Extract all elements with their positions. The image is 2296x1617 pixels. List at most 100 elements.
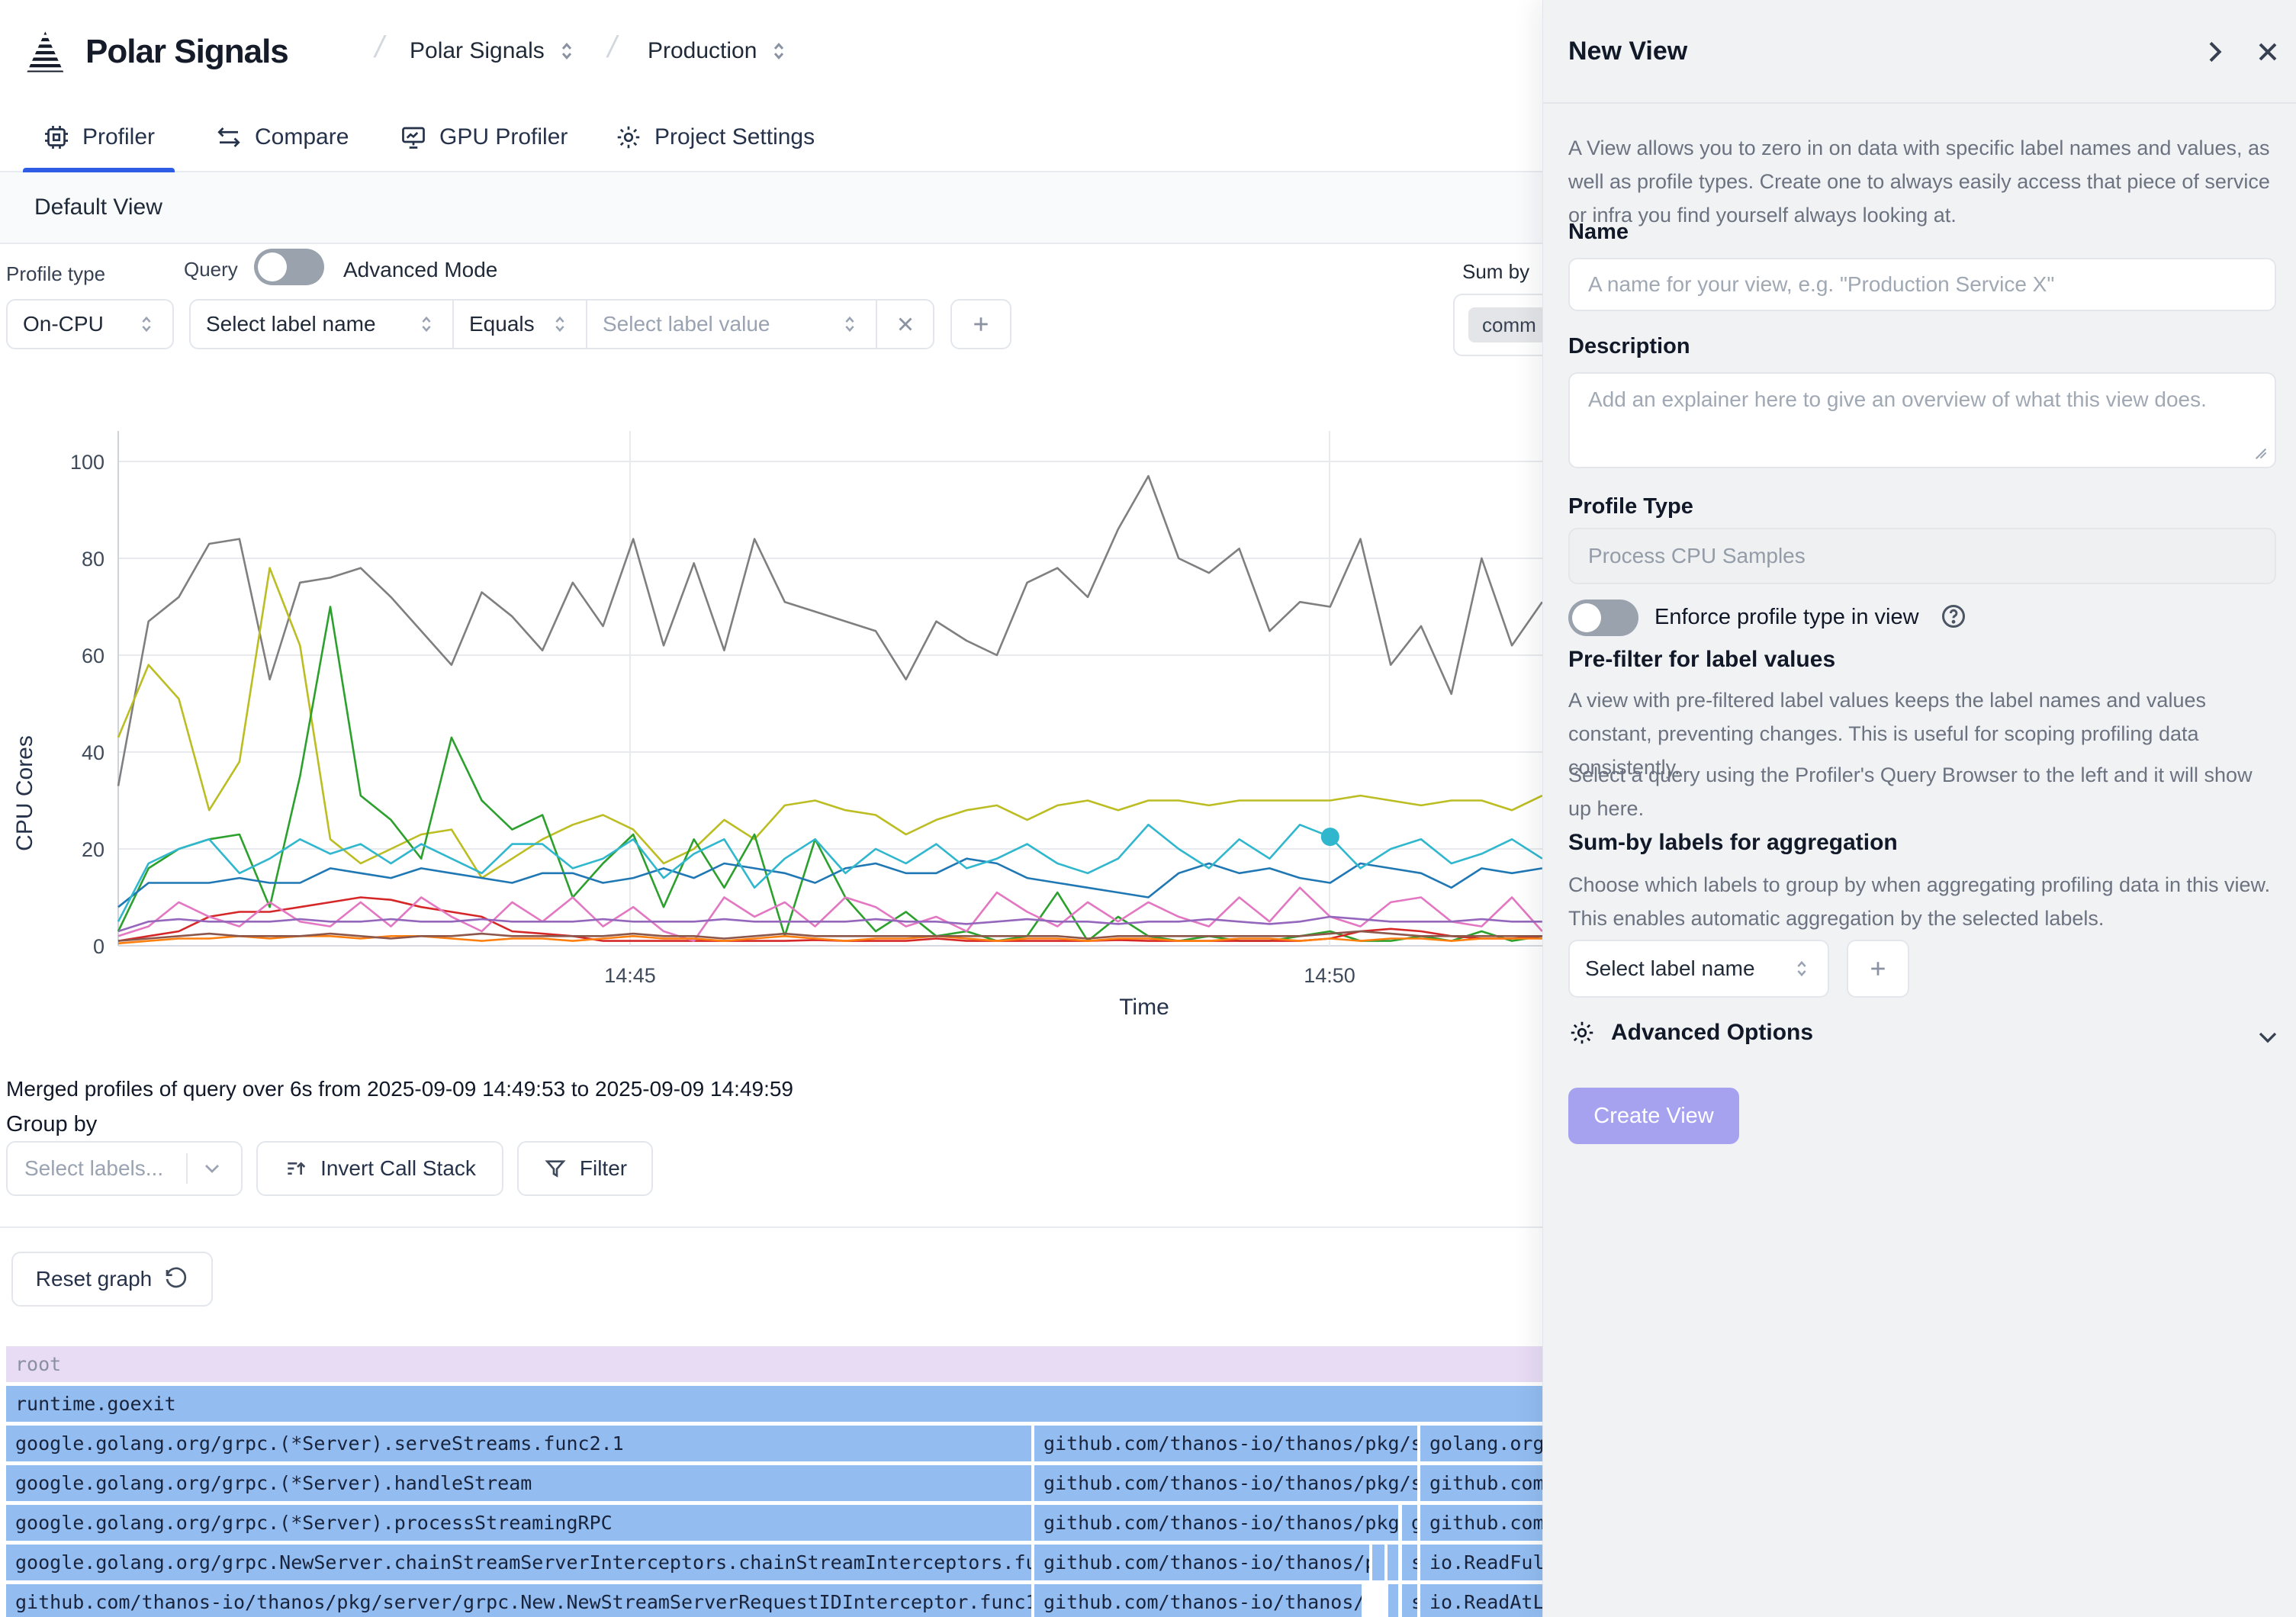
profile-type-select[interactable]: On-CPU	[6, 299, 174, 349]
flame-cell[interactable]: google.golang.org/grpc.(*Server).handleS…	[6, 1465, 1031, 1501]
name-label: Name	[1568, 220, 1629, 245]
breadcrumb-project-selector[interactable]: Production	[648, 38, 790, 64]
view-selector-bar[interactable]: Default View	[0, 172, 1542, 244]
flame-cell[interactable]: github.com/thanos-io/thanos/pkg/server/g…	[6, 1584, 1031, 1617]
svg-text:14:50: 14:50	[1304, 964, 1355, 987]
prefilter-heading: Pre-filter for label values	[1568, 647, 1835, 673]
flame-cell[interactable]	[1388, 1584, 1398, 1617]
chevron-updown-icon	[1791, 958, 1812, 979]
current-view-label: Default View	[34, 194, 162, 220]
top-bar: Polar Signals / Polar Signals / Producti…	[0, 0, 1542, 104]
flame-cell[interactable]: github.com/	[1420, 1505, 1542, 1541]
profile-type-value: On-CPU	[23, 312, 104, 336]
help-icon[interactable]	[1940, 603, 1967, 630]
view-name-input[interactable]	[1568, 258, 2276, 311]
flame-cell[interactable]: golang.org/	[1420, 1426, 1542, 1461]
panel-header: New View	[1543, 0, 2296, 104]
sum-by-label: Sum by	[1462, 260, 1529, 284]
flame-cell[interactable]: github.com/thanos-io/thanos/p	[1034, 1584, 1362, 1617]
flame-cell[interactable]: io.ReadFull	[1420, 1545, 1542, 1580]
flame-cell[interactable]: github.com/thanos-io/thanos/pkg/	[1034, 1505, 1398, 1541]
flame-row: root	[0, 1346, 1542, 1382]
filter-label: Filter	[580, 1156, 627, 1181]
flame-cell[interactable]: github.com/thanos-io/thanos/p	[1034, 1545, 1369, 1580]
series-gray	[118, 476, 1542, 786]
flame-cell[interactable]: s	[1402, 1584, 1417, 1617]
advanced-options-toggle[interactable]: Advanced Options	[1568, 1019, 1813, 1046]
resize-grip[interactable]	[2253, 445, 2269, 462]
chevron-updown-icon	[416, 313, 437, 335]
highlighted-point[interactable]	[1321, 828, 1339, 846]
series-green	[118, 607, 1542, 941]
prefilter-paragraph-2: Select a query using the Profiler's Quer…	[1568, 758, 2274, 825]
breadcrumb-org-selector[interactable]: Polar Signals	[410, 38, 578, 64]
invert-call-stack-button[interactable]: Invert Call Stack	[256, 1141, 503, 1196]
tab-label: Profiler	[82, 124, 155, 150]
flame-cell[interactable]: github.com/thanos-io/thanos/pkg/st	[1034, 1465, 1417, 1501]
merged-profiles-text: Merged profiles of query over 6s from 20…	[6, 1077, 793, 1101]
create-view-button[interactable]: Create View	[1568, 1088, 1739, 1144]
settings-icon	[1568, 1019, 1596, 1046]
breadcrumb-org-label: Polar Signals	[410, 38, 545, 64]
flame-cell[interactable]	[1372, 1545, 1384, 1580]
tab-gpu-profiler[interactable]: GPU Profiler	[400, 104, 568, 171]
flame-cell[interactable]: io.ReadAtLe	[1420, 1584, 1542, 1617]
sum-by-chip[interactable]: comm	[1468, 307, 1542, 342]
flame-cell[interactable]: github.com/thanos-io/thanos/pkg/st	[1034, 1426, 1417, 1461]
flame-cell[interactable]: root	[6, 1346, 1542, 1382]
label-name-select[interactable]: Select label name	[189, 299, 454, 349]
reset-graph-button[interactable]: Reset graph	[11, 1252, 213, 1307]
flame-row: runtime.goexit	[0, 1386, 1542, 1422]
filter-button[interactable]: Filter	[517, 1141, 653, 1196]
advanced-options-label: Advanced Options	[1611, 1020, 1813, 1046]
breadcrumb-separator: /	[371, 31, 387, 65]
advanced-mode-toggle[interactable]	[254, 249, 324, 285]
chevron-updown-icon	[555, 40, 578, 63]
main-area: Polar Signals / Polar Signals / Producti…	[0, 0, 1542, 1617]
toggle-knob	[258, 252, 287, 281]
tab-project-settings[interactable]: Project Settings	[615, 104, 815, 171]
new-view-panel: New View A View allows you to zero in on…	[1542, 0, 2296, 1617]
label-value-select[interactable]: Select label value	[586, 299, 877, 349]
view-description-textarea[interactable]	[1568, 372, 2276, 468]
x-axis-title: Time	[1119, 995, 1169, 1020]
logo-triangle-icon	[23, 27, 72, 76]
chevron-updown-icon	[549, 313, 571, 335]
group-by-select[interactable]: Select labels...	[6, 1141, 243, 1196]
flame-row: google.golang.org/grpc.(*Server).serveSt…	[0, 1426, 1542, 1461]
polar-signals-logo[interactable]: Polar Signals	[23, 27, 288, 76]
flame-row: github.com/thanos-io/thanos/pkg/server/g…	[0, 1584, 1542, 1617]
operator-select[interactable]: Equals	[452, 299, 587, 349]
flame-cell[interactable]: g	[1402, 1505, 1417, 1541]
flame-cell[interactable]	[1388, 1545, 1398, 1580]
enforce-profile-type-label: Enforce profile type in view	[1654, 605, 1919, 630]
funnel-icon	[543, 1156, 568, 1181]
add-sumby-label-button[interactable]	[1847, 940, 1909, 998]
svg-text:0: 0	[93, 935, 105, 958]
flame-cell[interactable]: s	[1402, 1545, 1417, 1580]
profile-type-input[interactable]: Process CPU Samples	[1568, 528, 2276, 584]
remove-matcher-button[interactable]	[876, 299, 934, 349]
collapse-panel-icon[interactable]	[2199, 37, 2230, 67]
flame-cell[interactable]: google.golang.org/grpc.(*Server).serveSt…	[6, 1426, 1031, 1461]
svg-text:40: 40	[82, 741, 105, 764]
description-label: Description	[1568, 334, 1690, 359]
flame-cell[interactable]: google.golang.org/grpc.NewServer.chainSt…	[6, 1545, 1031, 1580]
sumby-label-select[interactable]: Select label name	[1568, 940, 1829, 998]
add-matcher-button[interactable]	[950, 299, 1011, 349]
tab-compare[interactable]: Compare	[215, 104, 349, 171]
logo-text: Polar Signals	[85, 33, 288, 71]
flame-cell[interactable]: github.com/	[1420, 1465, 1542, 1501]
enforce-profile-type-toggle[interactable]	[1568, 600, 1638, 636]
close-icon	[894, 313, 917, 336]
flame-cell[interactable]: runtime.goexit	[6, 1386, 1542, 1422]
chevron-updown-icon	[767, 40, 790, 63]
tab-profiler[interactable]: Profiler	[43, 104, 155, 171]
panel-intro-text: A View allows you to zero in on data wit…	[1568, 131, 2274, 232]
compare-icon	[215, 124, 243, 151]
flame-cell[interactable]: google.golang.org/grpc.(*Server).process…	[6, 1505, 1031, 1541]
close-icon[interactable]	[2253, 37, 2283, 67]
tab-bar: Profiler Compare GPU Profiler Project Se…	[0, 104, 1542, 172]
cpu-usage-chart[interactable]: 02040608010014:4514:50CPU CoresTime	[0, 412, 1542, 1022]
chevron-down-icon[interactable]	[2253, 1022, 2283, 1053]
